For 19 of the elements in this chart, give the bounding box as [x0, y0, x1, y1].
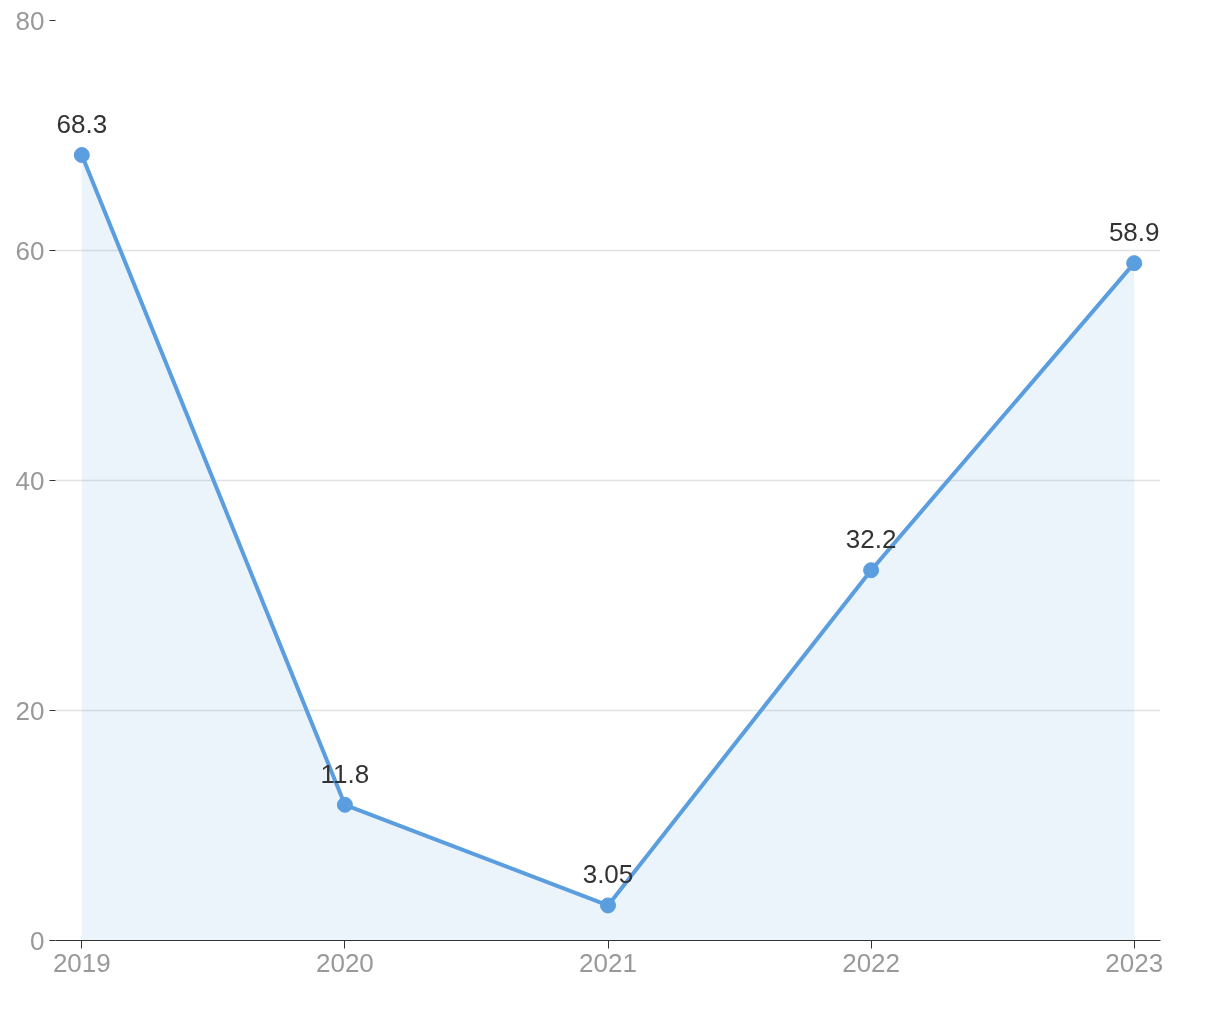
y-tick-label: 60: [15, 235, 45, 266]
point: [73, 147, 90, 164]
data-label: 32.2: [845, 524, 897, 555]
data-label: 68.3: [56, 109, 108, 140]
data-label: 3.05: [582, 859, 634, 890]
data-label: 58.9: [1108, 217, 1160, 248]
y-tick-label: 40: [15, 465, 45, 496]
x-tick-label: 2022: [842, 947, 901, 978]
point: [1126, 255, 1143, 272]
x-tick-label: 2023: [1105, 947, 1164, 978]
y-tick-label: 80: [15, 5, 45, 36]
x-tick-label: 2021: [579, 947, 637, 978]
point: [336, 796, 353, 813]
y-tick-label: 20: [15, 695, 45, 726]
y-tick-label: 0: [30, 925, 45, 956]
x-tick-label: 2019: [52, 947, 111, 978]
point: [600, 897, 616, 914]
point: [863, 562, 880, 579]
x-tick-label: 2020: [315, 947, 374, 978]
